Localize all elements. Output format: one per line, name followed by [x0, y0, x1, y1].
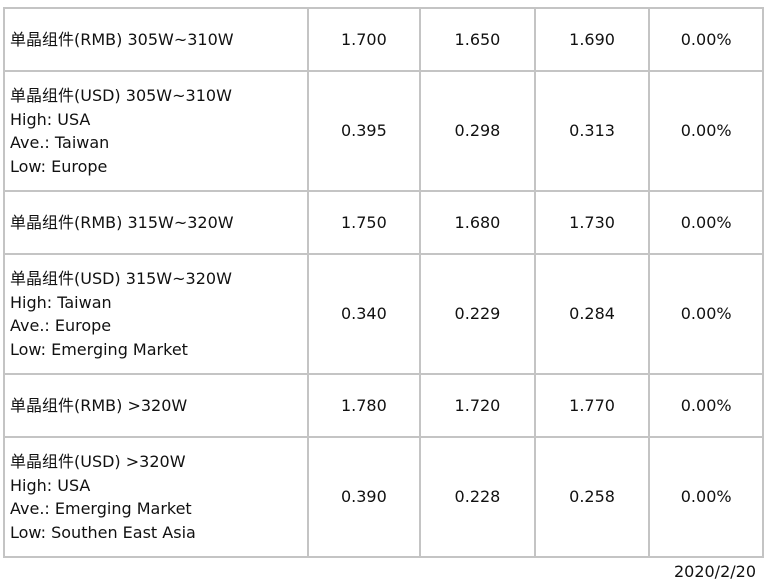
low-price-cell: 0.228 [419, 436, 536, 558]
average-price-cell: 0.284 [533, 253, 651, 375]
table-row: 单晶组件(USD) >320W High: USA Ave.: Emerging M… [3, 436, 764, 558]
product-name: 单晶组件(RMB) >320W [10, 395, 188, 415]
change-cell: 0.00% [648, 7, 764, 72]
high-price-cell: 0.390 [306, 436, 422, 558]
low-price-cell: 1.680 [419, 190, 536, 255]
product-name-cell: 单晶组件(USD) 305W~310W High: USA Ave.: Taiwan… [3, 70, 309, 192]
high-price-cell: 1.700 [306, 7, 422, 72]
low-price-cell: 1.720 [419, 373, 536, 438]
change-cell: 0.00% [648, 253, 764, 375]
table-row: 单晶组件(RMB) 315W~320W 1.750 1.680 1.730 0.00% [3, 190, 764, 255]
table-row: 单晶组件(USD) 315W~320W High: Taiwan Ave.: Eur… [3, 253, 764, 375]
low-price-cell: 1.650 [419, 7, 536, 72]
table-row: 单晶组件(USD) 305W~310W High: USA Ave.: Taiwan… [3, 70, 764, 192]
average-price-cell: 1.730 [533, 190, 651, 255]
region-note: High: USA [10, 109, 91, 129]
date-label: 2020/2/20 [673, 562, 756, 581]
high-price-cell: 1.750 [306, 190, 422, 255]
product-name-cell: 单晶组件(USD) >320W High: USA Ave.: Emerging M… [3, 436, 309, 558]
product-name: 单晶组件(RMB) 315W~320W [10, 212, 234, 232]
change-cell: 0.00% [648, 373, 764, 438]
region-note: Ave.: Europe [10, 316, 112, 335]
high-price-cell: 0.340 [306, 253, 422, 375]
product-name-cell: 单晶组件(RMB) 315W~320W [3, 190, 309, 255]
high-price-cell: 1.780 [306, 373, 422, 438]
average-price-cell: 0.313 [533, 70, 651, 192]
high-price-cell: 0.395 [306, 70, 422, 192]
region-note: Low: Southen East Asia [10, 522, 196, 542]
product-name: 单晶组件(USD) >320W [10, 452, 186, 471]
region-note: Low: Emerging Market [10, 339, 188, 359]
region-note: High: USA [10, 475, 91, 495]
price-table: 单晶组件(RMB) 305W~310W 1.700 1.650 1.690 0.00% 单… [3, 7, 764, 558]
product-name: 单晶组件(USD) 315W~320W [10, 269, 232, 288]
table-row: 单晶组件(RMB) 305W~310W 1.700 1.650 1.690 0.00% [3, 7, 764, 72]
change-cell: 0.00% [648, 436, 764, 558]
change-cell: 0.00% [648, 190, 764, 255]
region-note: Ave.: Taiwan [10, 133, 110, 152]
product-name: 单晶组件(USD) 305W~310W [10, 86, 232, 105]
table-row: 单晶组件(RMB) >320W 1.780 1.720 1.770 0.00% [3, 373, 764, 438]
change-cell: 0.00% [648, 70, 764, 192]
average-price-cell: 1.770 [533, 373, 651, 438]
product-name-cell: 单晶组件(USD) 315W~320W High: Taiwan Ave.: Eur… [3, 253, 309, 375]
average-price-cell: 0.258 [533, 436, 651, 558]
product-name-cell: 单晶组件(RMB) >320W [3, 373, 309, 438]
product-name-cell: 单晶组件(RMB) 305W~310W [3, 7, 309, 72]
region-note: High: Taiwan [10, 292, 112, 312]
region-note: Ave.: Emerging Market [10, 499, 192, 518]
low-price-cell: 0.229 [419, 253, 536, 375]
region-note: Low: Europe [10, 156, 108, 176]
product-name: 单晶组件(RMB) 305W~310W [10, 29, 234, 49]
average-price-cell: 1.690 [533, 7, 651, 72]
low-price-cell: 0.298 [419, 70, 536, 192]
